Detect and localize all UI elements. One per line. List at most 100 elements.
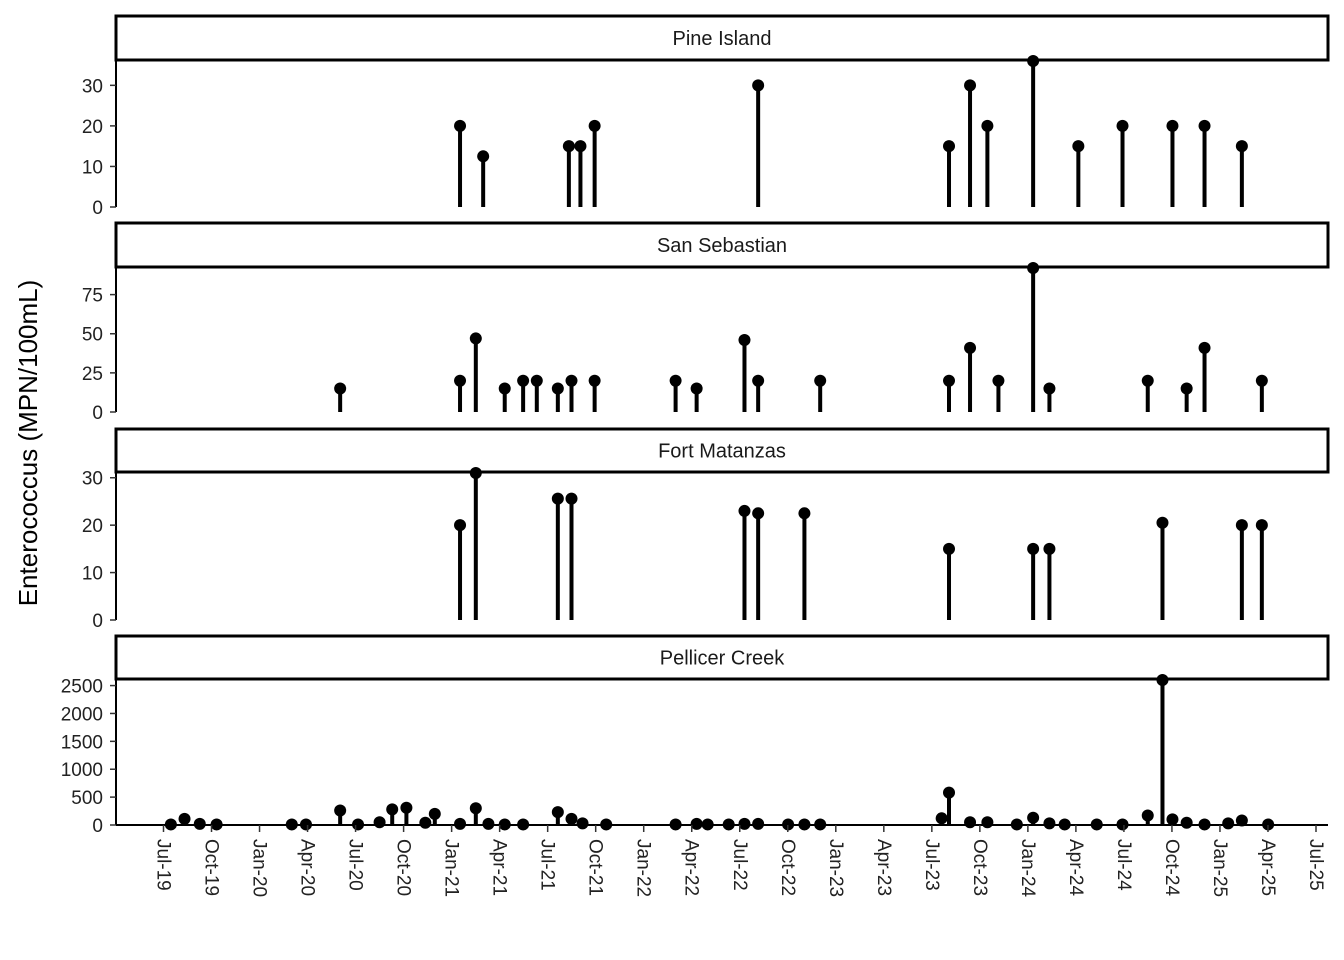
lollipop (690, 382, 703, 412)
x-tick-label: Jul-19 (153, 839, 174, 891)
lollipop (1043, 382, 1056, 412)
lollipop-point (469, 467, 482, 479)
lollipop (565, 492, 578, 620)
lollipop-point (428, 807, 441, 820)
lollipop-point (565, 812, 578, 825)
lollipop (1198, 119, 1211, 207)
x-tick-label: Jul-24 (1113, 839, 1134, 891)
lollipop-point (935, 812, 948, 825)
lollipop-point (1027, 542, 1040, 555)
lollipop (551, 382, 564, 412)
lollipop (469, 332, 482, 412)
lollipop-point (964, 79, 977, 92)
panel-pellicer-creek: Pellicer Creek 0 500 1000 1500 2000 2500 (61, 634, 1330, 837)
lollipop-point (690, 817, 703, 830)
lollipop (1180, 382, 1193, 412)
lollipop-point (1166, 813, 1179, 826)
lollipop-point (752, 507, 765, 520)
x-axis: Jul-19 Oct-19 Jan-20 Apr-20 Jul-20 Oct-20 Jan-… (116, 824, 1328, 898)
lollipop-point (454, 519, 467, 532)
lollipop-point (498, 382, 511, 395)
lollipop (334, 382, 347, 412)
lollipop-point (1043, 542, 1056, 555)
lollipop-point (943, 140, 956, 153)
lollipop-point (752, 79, 765, 92)
x-tick-label: Oct-23 (969, 839, 990, 896)
lollipop (752, 374, 765, 412)
lollipop (992, 374, 1005, 412)
lollipop-point (565, 492, 578, 505)
panel-pine-island: Pine Island 0 10 20 30 (82, 14, 1330, 219)
x-tick-label: Oct-22 (777, 839, 798, 896)
lollipop (482, 817, 495, 830)
facet-strip (114, 221, 1330, 269)
y-tick-label: 0 (92, 198, 103, 219)
x-tick-label: Apr-24 (1065, 839, 1086, 896)
x-tick-label: Jan-23 (825, 839, 846, 897)
lollipop (752, 507, 765, 620)
lollipop-point (738, 504, 751, 517)
y-tick-label: 20 (82, 117, 103, 138)
x-tick-label: Jan-20 (249, 839, 270, 897)
lollipop-point (454, 119, 467, 132)
lollipop (1043, 817, 1056, 830)
lollipop-point (469, 802, 482, 815)
lollipop (1116, 119, 1129, 207)
lollipop (964, 341, 977, 412)
lollipop (1156, 674, 1169, 825)
lollipop-point (517, 374, 530, 387)
lollipop-point (1235, 519, 1248, 532)
lollipop-point (1116, 119, 1129, 132)
lollipop-point (334, 382, 347, 395)
lollipop (454, 119, 467, 207)
lollipop-point (1255, 519, 1268, 532)
x-tick-label: Jul-22 (729, 839, 750, 891)
lollipop-point (400, 801, 413, 814)
lollipop-point (419, 816, 432, 829)
lollipop (738, 334, 751, 412)
lollipop (1235, 140, 1248, 207)
lollipop (454, 519, 467, 620)
lollipop (1166, 813, 1179, 826)
lollipop-point (1072, 140, 1085, 153)
lollipop (1156, 516, 1169, 620)
lollipop-point (562, 140, 575, 153)
lollipop (373, 816, 386, 829)
lollipop (400, 801, 413, 825)
lollipop-point (334, 804, 347, 817)
lollipop (498, 382, 511, 412)
y-tick-label: 2500 (61, 677, 103, 698)
lollipop (193, 817, 206, 830)
lollipop-point (752, 374, 765, 387)
lollipop (1255, 374, 1268, 412)
lollipop (565, 812, 578, 825)
lollipop-point (1027, 262, 1040, 274)
x-tick-label: Jan-21 (441, 839, 462, 897)
lollipop-point (943, 786, 956, 799)
lollipop-point (373, 816, 386, 829)
x-tick-label: Apr-20 (297, 839, 318, 896)
lollipop-point (1235, 814, 1248, 827)
y-tick-label: 0 (92, 403, 103, 424)
lollipop-point (1235, 140, 1248, 153)
lollipop-point (814, 374, 827, 387)
lollipop-point (738, 334, 751, 346)
x-tick-label: Oct-24 (1161, 839, 1182, 896)
lollipop-point (981, 119, 994, 132)
lollipop (943, 140, 956, 207)
lollipop (1222, 817, 1235, 830)
facet-strip (114, 427, 1330, 474)
lollipop (1255, 519, 1268, 620)
lollipop-point (469, 332, 482, 345)
x-tick-label: Oct-19 (201, 839, 222, 896)
lollipop-point (1180, 816, 1193, 829)
lollipop-point (565, 374, 578, 387)
lollipop (1043, 542, 1056, 620)
lollipop-point (193, 817, 206, 830)
lollipop (551, 492, 564, 620)
lollipop (1141, 809, 1154, 825)
y-tick-label: 50 (82, 325, 103, 346)
lollipop (419, 816, 432, 829)
lollipop-point (178, 812, 191, 825)
lollipop-point (454, 817, 467, 830)
